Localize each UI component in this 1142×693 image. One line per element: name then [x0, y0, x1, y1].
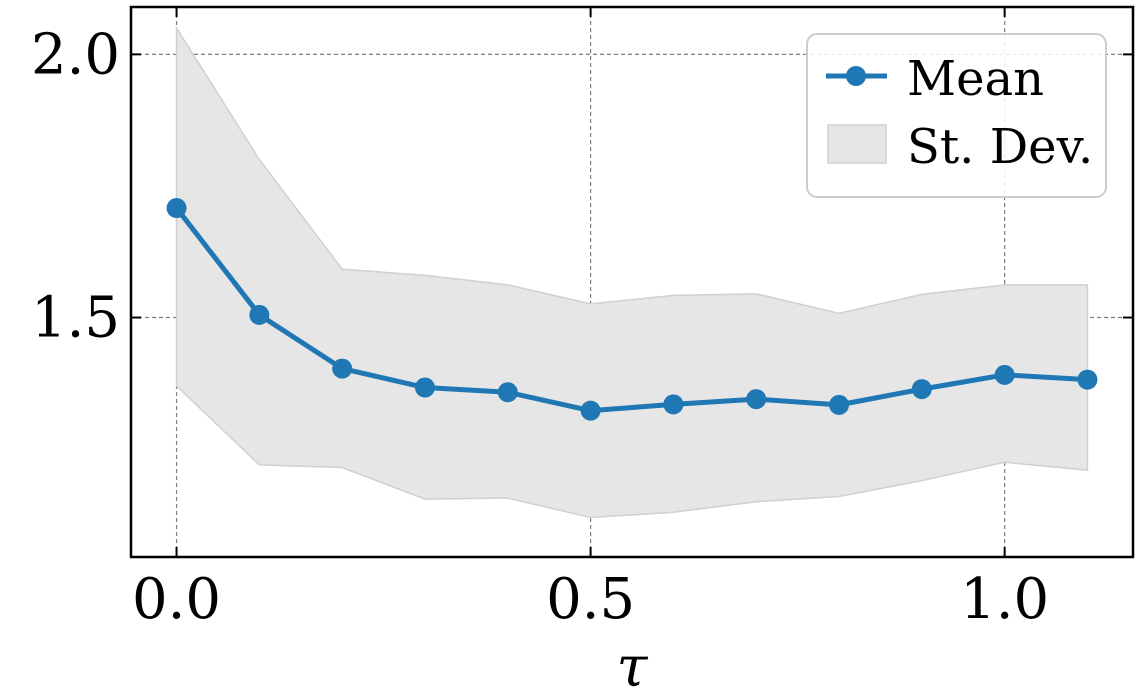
legend-std-dev-swatch-icon	[827, 124, 887, 164]
mean-point	[497, 382, 518, 403]
mean-line-layer	[166, 198, 1098, 421]
y-tick-label: 2.0	[31, 22, 120, 87]
y-tick-label: 1.5	[31, 286, 120, 351]
legend-mean-label: Mean	[907, 51, 1044, 107]
mean-point	[414, 377, 435, 398]
x-tick-label: 0.0	[132, 567, 221, 632]
mean-point	[1077, 369, 1098, 390]
legend: Mean St. Dev.	[806, 33, 1107, 198]
mean-point	[332, 358, 353, 379]
plot-frame	[129, 5, 1135, 559]
x-tick-label: 1.0	[960, 567, 1049, 632]
legend-std-dev-label: St. Dev.	[907, 119, 1093, 175]
mean-line	[174, 205, 1090, 414]
mean-point	[829, 394, 850, 415]
mean-point	[249, 304, 270, 325]
legend-mean-marker-icon	[846, 66, 866, 86]
std-dev-band-layer	[175, 25, 1089, 519]
mean-point	[746, 389, 767, 410]
std-dev-band	[175, 25, 1089, 519]
mean-point	[663, 394, 684, 415]
x-tick-label: 0.5	[546, 567, 635, 632]
x-axis-label: τ	[617, 635, 649, 693]
tick-layer: 0.0 0.5 1.0 1.5 2.0	[31, 7, 1133, 632]
mean-point	[994, 364, 1015, 385]
mean-point	[911, 379, 932, 400]
mean-point	[580, 400, 601, 421]
mean-point	[166, 198, 187, 219]
axes-frame	[129, 5, 1135, 559]
